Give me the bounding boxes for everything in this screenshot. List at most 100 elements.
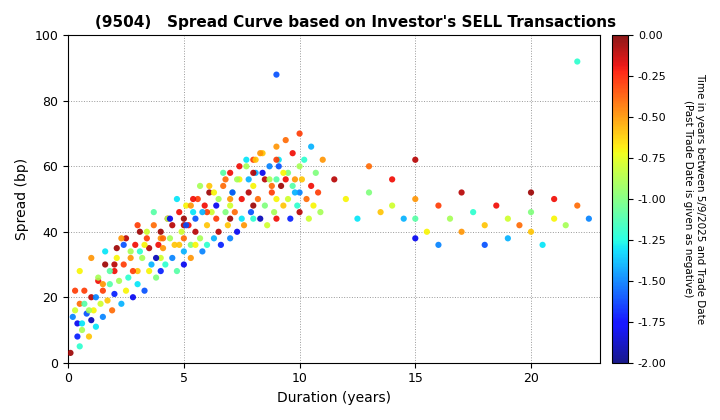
Point <box>252 196 264 202</box>
Point <box>145 261 157 268</box>
Point <box>254 150 266 157</box>
Point <box>410 156 421 163</box>
Point <box>278 202 289 209</box>
Point <box>248 170 259 176</box>
Point <box>250 170 261 176</box>
Point <box>104 268 116 274</box>
Point <box>72 333 84 340</box>
Point <box>125 248 136 255</box>
Point <box>187 209 199 215</box>
Point <box>248 202 259 209</box>
Point <box>148 209 160 215</box>
Point <box>238 222 250 228</box>
Point <box>102 297 113 304</box>
Point <box>572 58 583 65</box>
Point <box>261 222 273 228</box>
Point <box>231 228 243 235</box>
Point <box>116 300 127 307</box>
Point <box>301 196 312 202</box>
Point <box>248 215 259 222</box>
Point <box>118 261 130 268</box>
Point <box>162 215 174 222</box>
Point <box>127 294 139 301</box>
Point <box>433 202 444 209</box>
Point <box>208 235 220 242</box>
Point <box>157 235 168 242</box>
Point <box>178 235 189 242</box>
Point <box>299 156 310 163</box>
Point <box>456 189 467 196</box>
Point <box>162 215 174 222</box>
Point <box>125 255 136 261</box>
Text: (9504)   Spread Curve based on Investor's SELL Transactions: (9504) Spread Curve based on Investor's … <box>95 15 616 30</box>
Point <box>273 163 284 170</box>
Point <box>74 268 86 274</box>
X-axis label: Duration (years): Duration (years) <box>277 391 391 405</box>
Point <box>199 202 210 209</box>
Point <box>287 183 298 189</box>
Point <box>340 196 351 202</box>
Point <box>315 209 326 215</box>
Point <box>220 209 231 215</box>
Point <box>583 215 595 222</box>
Point <box>278 170 289 176</box>
Point <box>526 189 537 196</box>
Point <box>189 215 201 222</box>
Point <box>225 202 236 209</box>
Point <box>99 248 111 255</box>
Point <box>287 150 298 157</box>
Point <box>208 189 220 196</box>
Point <box>513 222 525 228</box>
Point <box>166 255 178 261</box>
Point <box>236 215 248 222</box>
Point <box>95 300 107 307</box>
Point <box>157 245 168 252</box>
Point <box>264 163 275 170</box>
Point <box>202 222 213 228</box>
Point <box>210 202 222 209</box>
Point <box>143 268 155 274</box>
Point <box>271 176 282 183</box>
Point <box>433 241 444 248</box>
Point <box>84 333 95 340</box>
Point <box>275 183 287 189</box>
Point <box>132 222 143 228</box>
Point <box>526 228 537 235</box>
Point <box>351 215 363 222</box>
Point <box>280 176 292 183</box>
Point <box>273 156 284 163</box>
Point <box>84 307 95 314</box>
Point <box>78 287 90 294</box>
Point <box>490 202 502 209</box>
Point <box>141 235 153 242</box>
Point <box>130 241 141 248</box>
Point <box>560 222 572 228</box>
Point <box>310 170 322 176</box>
Point <box>65 349 76 356</box>
Point <box>479 222 490 228</box>
Point <box>246 209 257 215</box>
Point <box>282 170 294 176</box>
Point <box>202 241 213 248</box>
Point <box>174 209 185 215</box>
Point <box>271 215 282 222</box>
Point <box>116 235 127 242</box>
Point <box>171 196 183 202</box>
Point <box>141 228 153 235</box>
Point <box>250 156 261 163</box>
Point <box>282 196 294 202</box>
Point <box>99 261 111 268</box>
Point <box>153 241 164 248</box>
Point <box>160 261 171 268</box>
Point <box>76 327 88 333</box>
Point <box>289 189 301 196</box>
Point <box>143 245 155 252</box>
Point <box>317 156 328 163</box>
Point <box>364 189 375 196</box>
Point <box>76 320 88 327</box>
Point <box>271 143 282 150</box>
Point <box>248 156 259 163</box>
Point <box>206 209 217 215</box>
Point <box>69 307 81 314</box>
Point <box>92 278 104 284</box>
